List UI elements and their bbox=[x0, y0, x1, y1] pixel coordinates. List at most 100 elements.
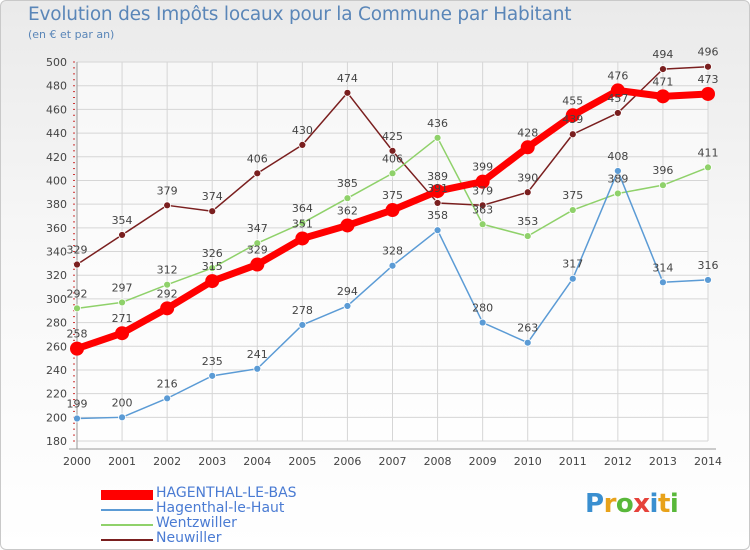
data-point bbox=[704, 62, 712, 71]
data-point bbox=[565, 108, 580, 123]
data-point bbox=[478, 318, 487, 327]
data-label: 216 bbox=[157, 377, 178, 390]
data-label: 385 bbox=[337, 177, 358, 190]
data-point bbox=[118, 413, 126, 422]
data-label: 455 bbox=[562, 94, 583, 107]
data-point bbox=[520, 140, 535, 155]
data-label: 317 bbox=[562, 258, 583, 271]
data-label: 278 bbox=[292, 304, 313, 317]
logo-letter: i bbox=[669, 489, 679, 519]
data-label: 329 bbox=[247, 244, 268, 257]
x-tick-label: 2011 bbox=[559, 455, 587, 468]
y-tick-label: 320 bbox=[46, 269, 67, 282]
y-tick-label: 220 bbox=[46, 388, 67, 401]
data-label: 292 bbox=[67, 287, 88, 300]
data-label: 471 bbox=[652, 75, 673, 88]
y-tick-label: 260 bbox=[46, 340, 67, 353]
data-point bbox=[340, 218, 355, 233]
y-tick-label: 440 bbox=[46, 127, 67, 140]
legend-label: Wentzwiller bbox=[156, 515, 237, 531]
logo-letter: t bbox=[657, 489, 670, 519]
legend-label: Hagenthal-le-Haut bbox=[156, 500, 285, 516]
chart-title: Evolution des Impôts locaux pour la Comm… bbox=[28, 4, 572, 25]
data-label: 329 bbox=[67, 244, 88, 257]
data-label: 271 bbox=[112, 312, 133, 325]
data-label: 297 bbox=[112, 281, 133, 294]
data-point bbox=[163, 394, 172, 403]
data-label: 347 bbox=[247, 222, 268, 235]
data-point bbox=[208, 264, 217, 272]
data-point bbox=[73, 260, 81, 269]
data-point bbox=[568, 206, 577, 214]
data-label: 494 bbox=[652, 48, 673, 61]
x-tick-label: 2009 bbox=[469, 455, 497, 468]
data-label: 314 bbox=[652, 261, 673, 274]
data-label: 399 bbox=[472, 161, 493, 174]
data-point bbox=[388, 146, 397, 155]
data-label: 389 bbox=[607, 172, 628, 185]
data-point bbox=[118, 231, 126, 239]
data-label: 390 bbox=[517, 171, 538, 184]
data-point bbox=[523, 232, 532, 241]
data-label: 354 bbox=[112, 214, 133, 227]
x-tick-label: 2003 bbox=[198, 455, 226, 468]
data-point bbox=[475, 174, 490, 189]
data-point bbox=[118, 298, 126, 307]
data-label: 473 bbox=[698, 73, 719, 86]
data-point bbox=[388, 169, 397, 178]
data-point bbox=[704, 276, 712, 284]
data-label: 408 bbox=[607, 150, 628, 163]
data-label: 396 bbox=[652, 164, 673, 177]
data-point bbox=[253, 169, 262, 178]
data-point bbox=[208, 207, 217, 216]
data-label: 280 bbox=[472, 302, 493, 315]
x-tick-label: 2012 bbox=[604, 455, 632, 468]
data-point bbox=[523, 188, 532, 197]
data-label: 364 bbox=[292, 202, 313, 215]
x-tick-label: 2005 bbox=[288, 455, 316, 468]
data-label: 411 bbox=[698, 146, 719, 159]
data-label: 200 bbox=[112, 396, 133, 409]
data-point bbox=[343, 88, 352, 97]
data-point bbox=[343, 302, 352, 310]
logo-letter: r bbox=[603, 489, 617, 519]
data-label: 428 bbox=[517, 126, 538, 139]
x-tick-label: 2013 bbox=[649, 455, 677, 468]
data-point bbox=[205, 274, 220, 289]
data-label: 328 bbox=[382, 245, 403, 258]
x-tick-label: 2014 bbox=[694, 455, 722, 468]
data-label: 294 bbox=[337, 285, 358, 298]
legend-label: Neuwiller bbox=[156, 530, 222, 546]
data-point bbox=[704, 163, 712, 172]
y-tick-label: 500 bbox=[46, 56, 67, 69]
data-point bbox=[163, 280, 172, 289]
data-label: 379 bbox=[472, 184, 493, 197]
y-tick-label: 200 bbox=[46, 411, 67, 424]
data-point bbox=[568, 130, 577, 139]
logo-letter: P bbox=[585, 489, 604, 519]
data-point bbox=[385, 203, 400, 218]
data-label: 476 bbox=[607, 69, 628, 82]
data-label: 474 bbox=[337, 72, 358, 85]
data-label: 263 bbox=[517, 322, 538, 335]
data-point bbox=[343, 194, 352, 203]
data-label: 199 bbox=[67, 397, 88, 410]
logo-letter: x bbox=[633, 489, 650, 519]
data-label: 316 bbox=[698, 259, 719, 272]
data-point bbox=[298, 219, 307, 227]
data-point bbox=[295, 231, 310, 246]
data-label: 375 bbox=[562, 189, 583, 202]
y-tick-label: 420 bbox=[46, 151, 67, 164]
chart-subtitle: (en € et par an) bbox=[28, 28, 115, 41]
data-label: 315 bbox=[202, 260, 223, 273]
y-tick-label: 280 bbox=[46, 317, 67, 330]
data-label: 241 bbox=[247, 348, 268, 361]
data-point bbox=[701, 86, 715, 101]
data-point bbox=[433, 133, 442, 142]
data-point bbox=[610, 83, 625, 98]
data-point bbox=[298, 321, 307, 329]
data-point bbox=[115, 326, 130, 341]
data-label: 235 bbox=[202, 355, 223, 368]
